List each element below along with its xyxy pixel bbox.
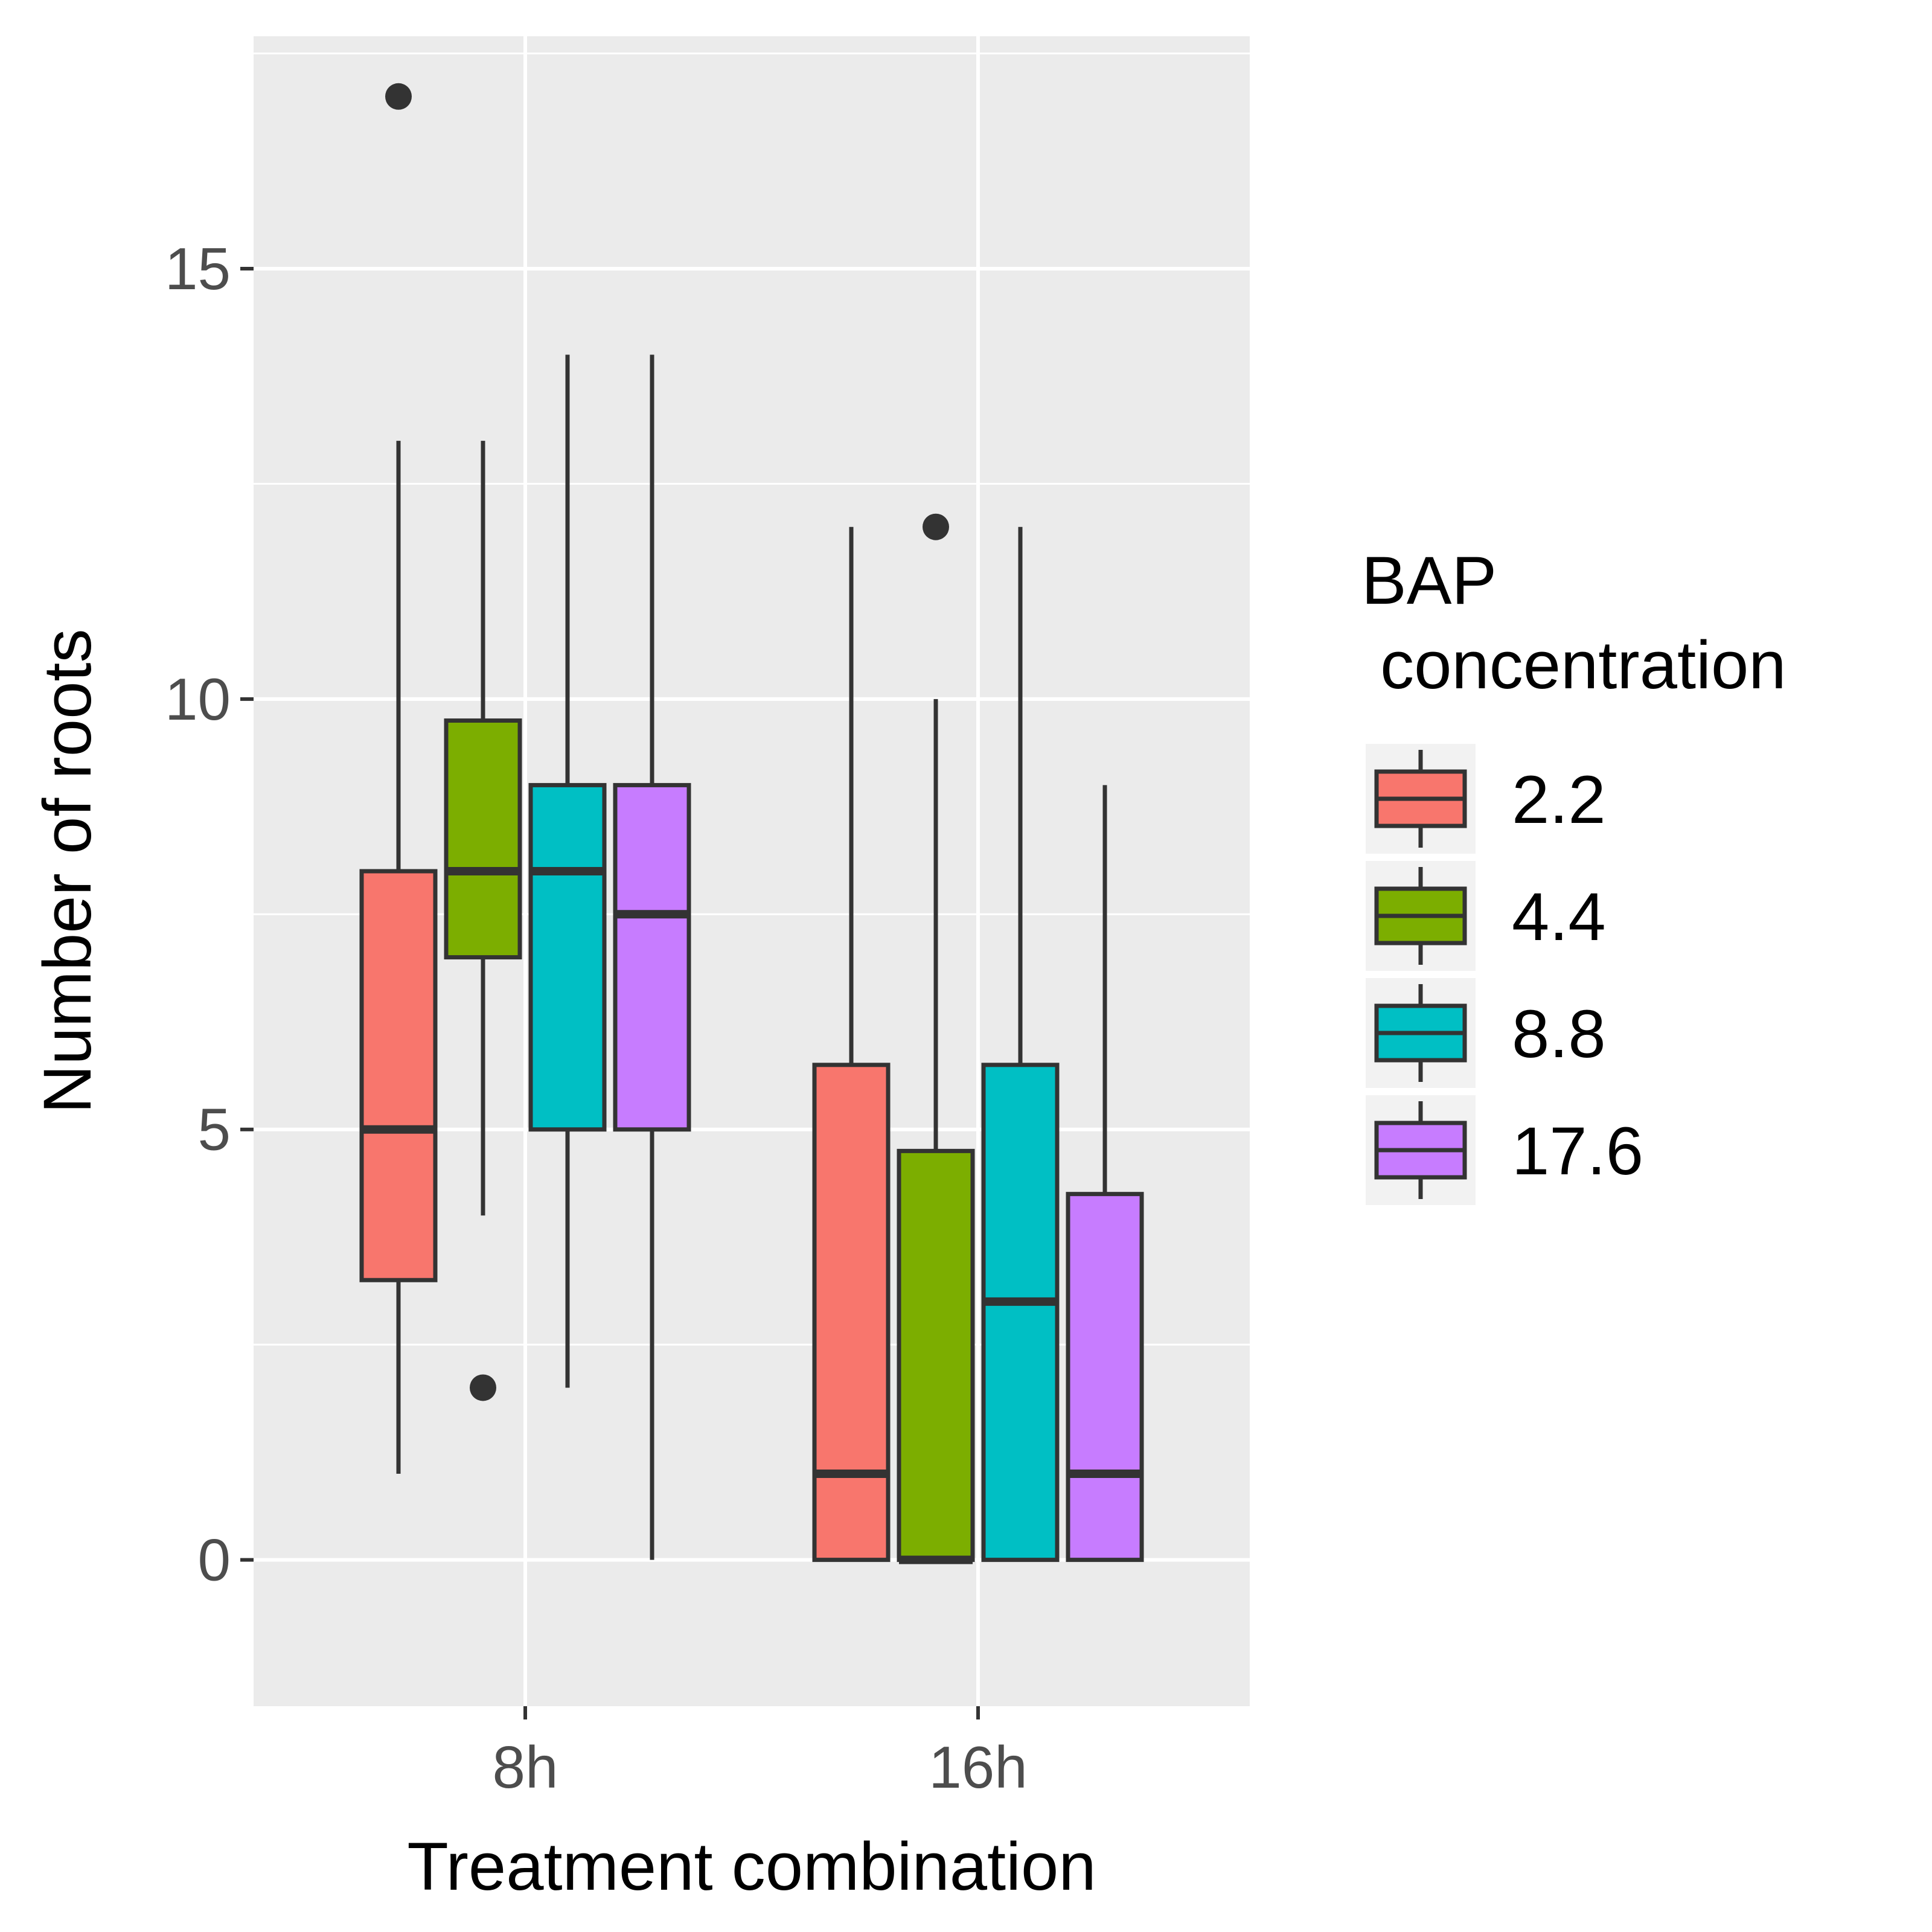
legend-title-line1: BAP xyxy=(1361,543,1497,618)
y-tick-label: 0 xyxy=(197,1527,231,1593)
x-tick-label: 8h xyxy=(492,1734,558,1800)
legend-keys: 2.2 4.4 8.8 17.6 xyxy=(1366,744,1643,1205)
x-axis-title: Treatment combination xyxy=(407,1829,1096,1904)
x-axis: 8h 16h xyxy=(492,1706,1028,1800)
box-8.8-16h xyxy=(981,526,1060,1563)
boxes xyxy=(359,83,1144,1564)
box-2.2-16h xyxy=(812,526,891,1563)
legend-title-line2: concentration xyxy=(1361,627,1786,703)
box-body xyxy=(981,1063,1060,1563)
legend-key-17.6: 17.6 xyxy=(1366,1095,1643,1205)
outlier-point xyxy=(923,513,949,540)
box-body xyxy=(897,1148,975,1563)
box-body xyxy=(1066,1192,1144,1563)
legend-key-2.2: 2.2 xyxy=(1366,744,1606,854)
legend: BAP concentration 2.2 4.4 8.8 17.6 xyxy=(1361,543,1786,1205)
box-2.2-8h xyxy=(359,83,438,1474)
legend-label: 17.6 xyxy=(1512,1113,1643,1189)
legend-label: 4.4 xyxy=(1512,879,1606,955)
box-body xyxy=(444,718,522,960)
y-tick-label: 10 xyxy=(165,666,231,732)
box-body xyxy=(359,869,438,1282)
y-tick-label: 15 xyxy=(165,235,231,302)
legend-label: 2.2 xyxy=(1512,762,1606,837)
box-body xyxy=(613,782,691,1132)
box-17.6-16h xyxy=(1066,785,1144,1563)
box-8.8-8h xyxy=(528,354,607,1388)
box-17.6-8h xyxy=(613,354,691,1560)
x-tick-label: 16h xyxy=(929,1734,1028,1800)
y-tick-label: 5 xyxy=(197,1096,231,1163)
outlier-point xyxy=(385,83,412,110)
legend-label: 8.8 xyxy=(1512,996,1606,1072)
grid-major xyxy=(254,36,1250,1706)
y-axis: 0 5 10 15 xyxy=(165,235,254,1593)
legend-key-4.4: 4.4 xyxy=(1366,861,1606,971)
y-axis-title: Number of roots xyxy=(30,629,105,1114)
box-4.4-16h xyxy=(897,513,975,1564)
box-4.4-8h xyxy=(444,441,522,1401)
box-body xyxy=(528,782,607,1132)
legend-key-8.8: 8.8 xyxy=(1366,978,1606,1088)
outlier-point xyxy=(470,1374,496,1401)
box-body xyxy=(812,1063,891,1563)
